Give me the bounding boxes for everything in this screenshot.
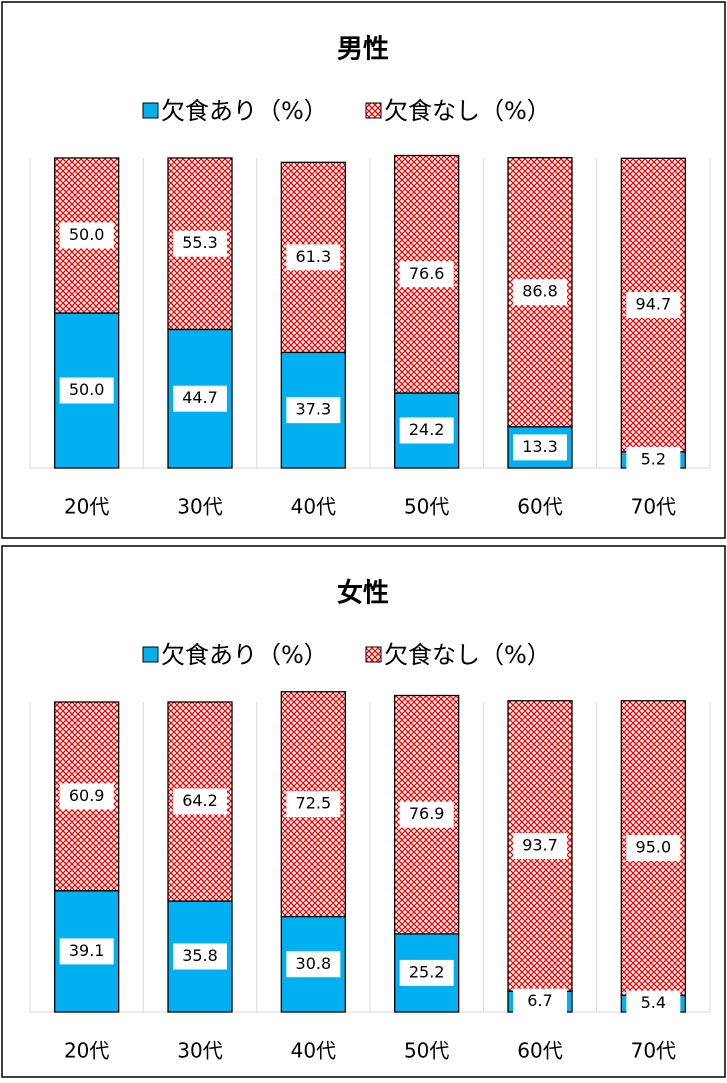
legend-label: 欠食なし（%） <box>384 641 551 669</box>
value-label: 64.2 <box>182 791 218 810</box>
value-label-box <box>399 959 454 986</box>
value-label-box <box>626 446 681 473</box>
value-label: 72.5 <box>296 794 332 813</box>
chart-frame <box>1 545 726 1078</box>
x-tick-label: 20代 <box>64 495 109 519</box>
value-label-box <box>399 801 454 828</box>
value-label-box <box>286 397 341 424</box>
value-label-box <box>513 832 567 859</box>
value-label: 93.7 <box>522 835 558 854</box>
value-label: 13.3 <box>522 437 558 456</box>
value-label: 44.7 <box>182 388 218 407</box>
legend-swatch <box>365 646 382 663</box>
value-label: 60.9 <box>69 786 105 805</box>
value-label: 37.3 <box>296 400 332 419</box>
value-label-box <box>286 951 341 978</box>
value-label-box <box>59 938 114 965</box>
value-label: 35.8 <box>182 946 218 965</box>
value-label-box <box>513 434 567 461</box>
value-label: 5.4 <box>641 993 666 1012</box>
x-tick-label: 70代 <box>631 495 676 519</box>
x-tick-label: 30代 <box>177 1039 222 1063</box>
value-label: 55.3 <box>182 233 218 252</box>
value-label: 24.2 <box>409 420 445 439</box>
value-label: 76.9 <box>409 804 445 823</box>
value-label-box <box>513 279 567 306</box>
chart-title: 女性 <box>337 578 389 609</box>
legend-swatch <box>365 102 382 119</box>
x-tick-label: 50代 <box>404 1039 449 1063</box>
chart-frame <box>1 1 726 539</box>
value-label-box <box>399 417 454 444</box>
value-label-box <box>513 988 567 1015</box>
value-label-box <box>59 377 114 404</box>
value-label: 61.3 <box>296 247 332 266</box>
value-label: 86.8 <box>522 282 558 301</box>
value-label: 6.7 <box>527 991 552 1010</box>
x-tick-label: 70代 <box>631 1039 676 1063</box>
legend-swatch <box>142 102 159 119</box>
legend-swatch <box>142 646 159 663</box>
value-label: 94.7 <box>636 295 672 314</box>
value-label: 5.2 <box>641 449 666 468</box>
value-label-box <box>59 222 114 249</box>
chart-title: 男性 <box>337 35 389 65</box>
value-label-box <box>399 261 454 288</box>
value-label: 50.0 <box>69 380 105 399</box>
legend-label: 欠食なし（%） <box>384 97 551 125</box>
value-label-box <box>626 292 681 319</box>
value-label: 76.6 <box>409 264 445 283</box>
value-label: 30.8 <box>296 954 332 973</box>
x-tick-label: 30代 <box>177 495 222 519</box>
legend-label: 欠食あり（%） <box>161 97 328 125</box>
value-label-box <box>173 385 227 412</box>
x-tick-label: 20代 <box>64 1039 109 1063</box>
legend-label: 欠食あり（%） <box>161 641 328 669</box>
x-tick-label: 60代 <box>517 495 562 519</box>
value-label-box <box>626 990 681 1017</box>
value-label-box <box>173 788 227 815</box>
value-label: 50.0 <box>69 225 105 244</box>
x-tick-label: 40代 <box>291 1039 336 1063</box>
x-tick-label: 50代 <box>404 495 449 519</box>
value-label: 25.2 <box>409 962 445 981</box>
value-label: 39.1 <box>69 941 105 960</box>
value-label-box <box>286 244 341 271</box>
value-label-box <box>59 783 114 810</box>
value-label: 95.0 <box>636 838 672 857</box>
value-label-box <box>173 943 227 970</box>
value-label-box <box>626 835 681 862</box>
value-label-box <box>173 230 227 257</box>
value-label-box <box>286 791 341 818</box>
x-tick-label: 60代 <box>517 1039 562 1063</box>
x-tick-label: 40代 <box>291 495 336 519</box>
